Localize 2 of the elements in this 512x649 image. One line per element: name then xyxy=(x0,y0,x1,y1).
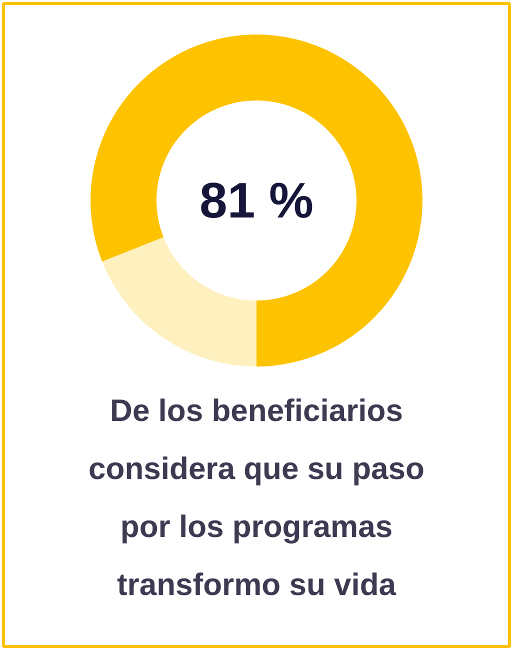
data-label: 81 % xyxy=(200,172,314,228)
text: De los beneficiarios considera que su paso por los programas transformo su vida xyxy=(88,393,424,602)
